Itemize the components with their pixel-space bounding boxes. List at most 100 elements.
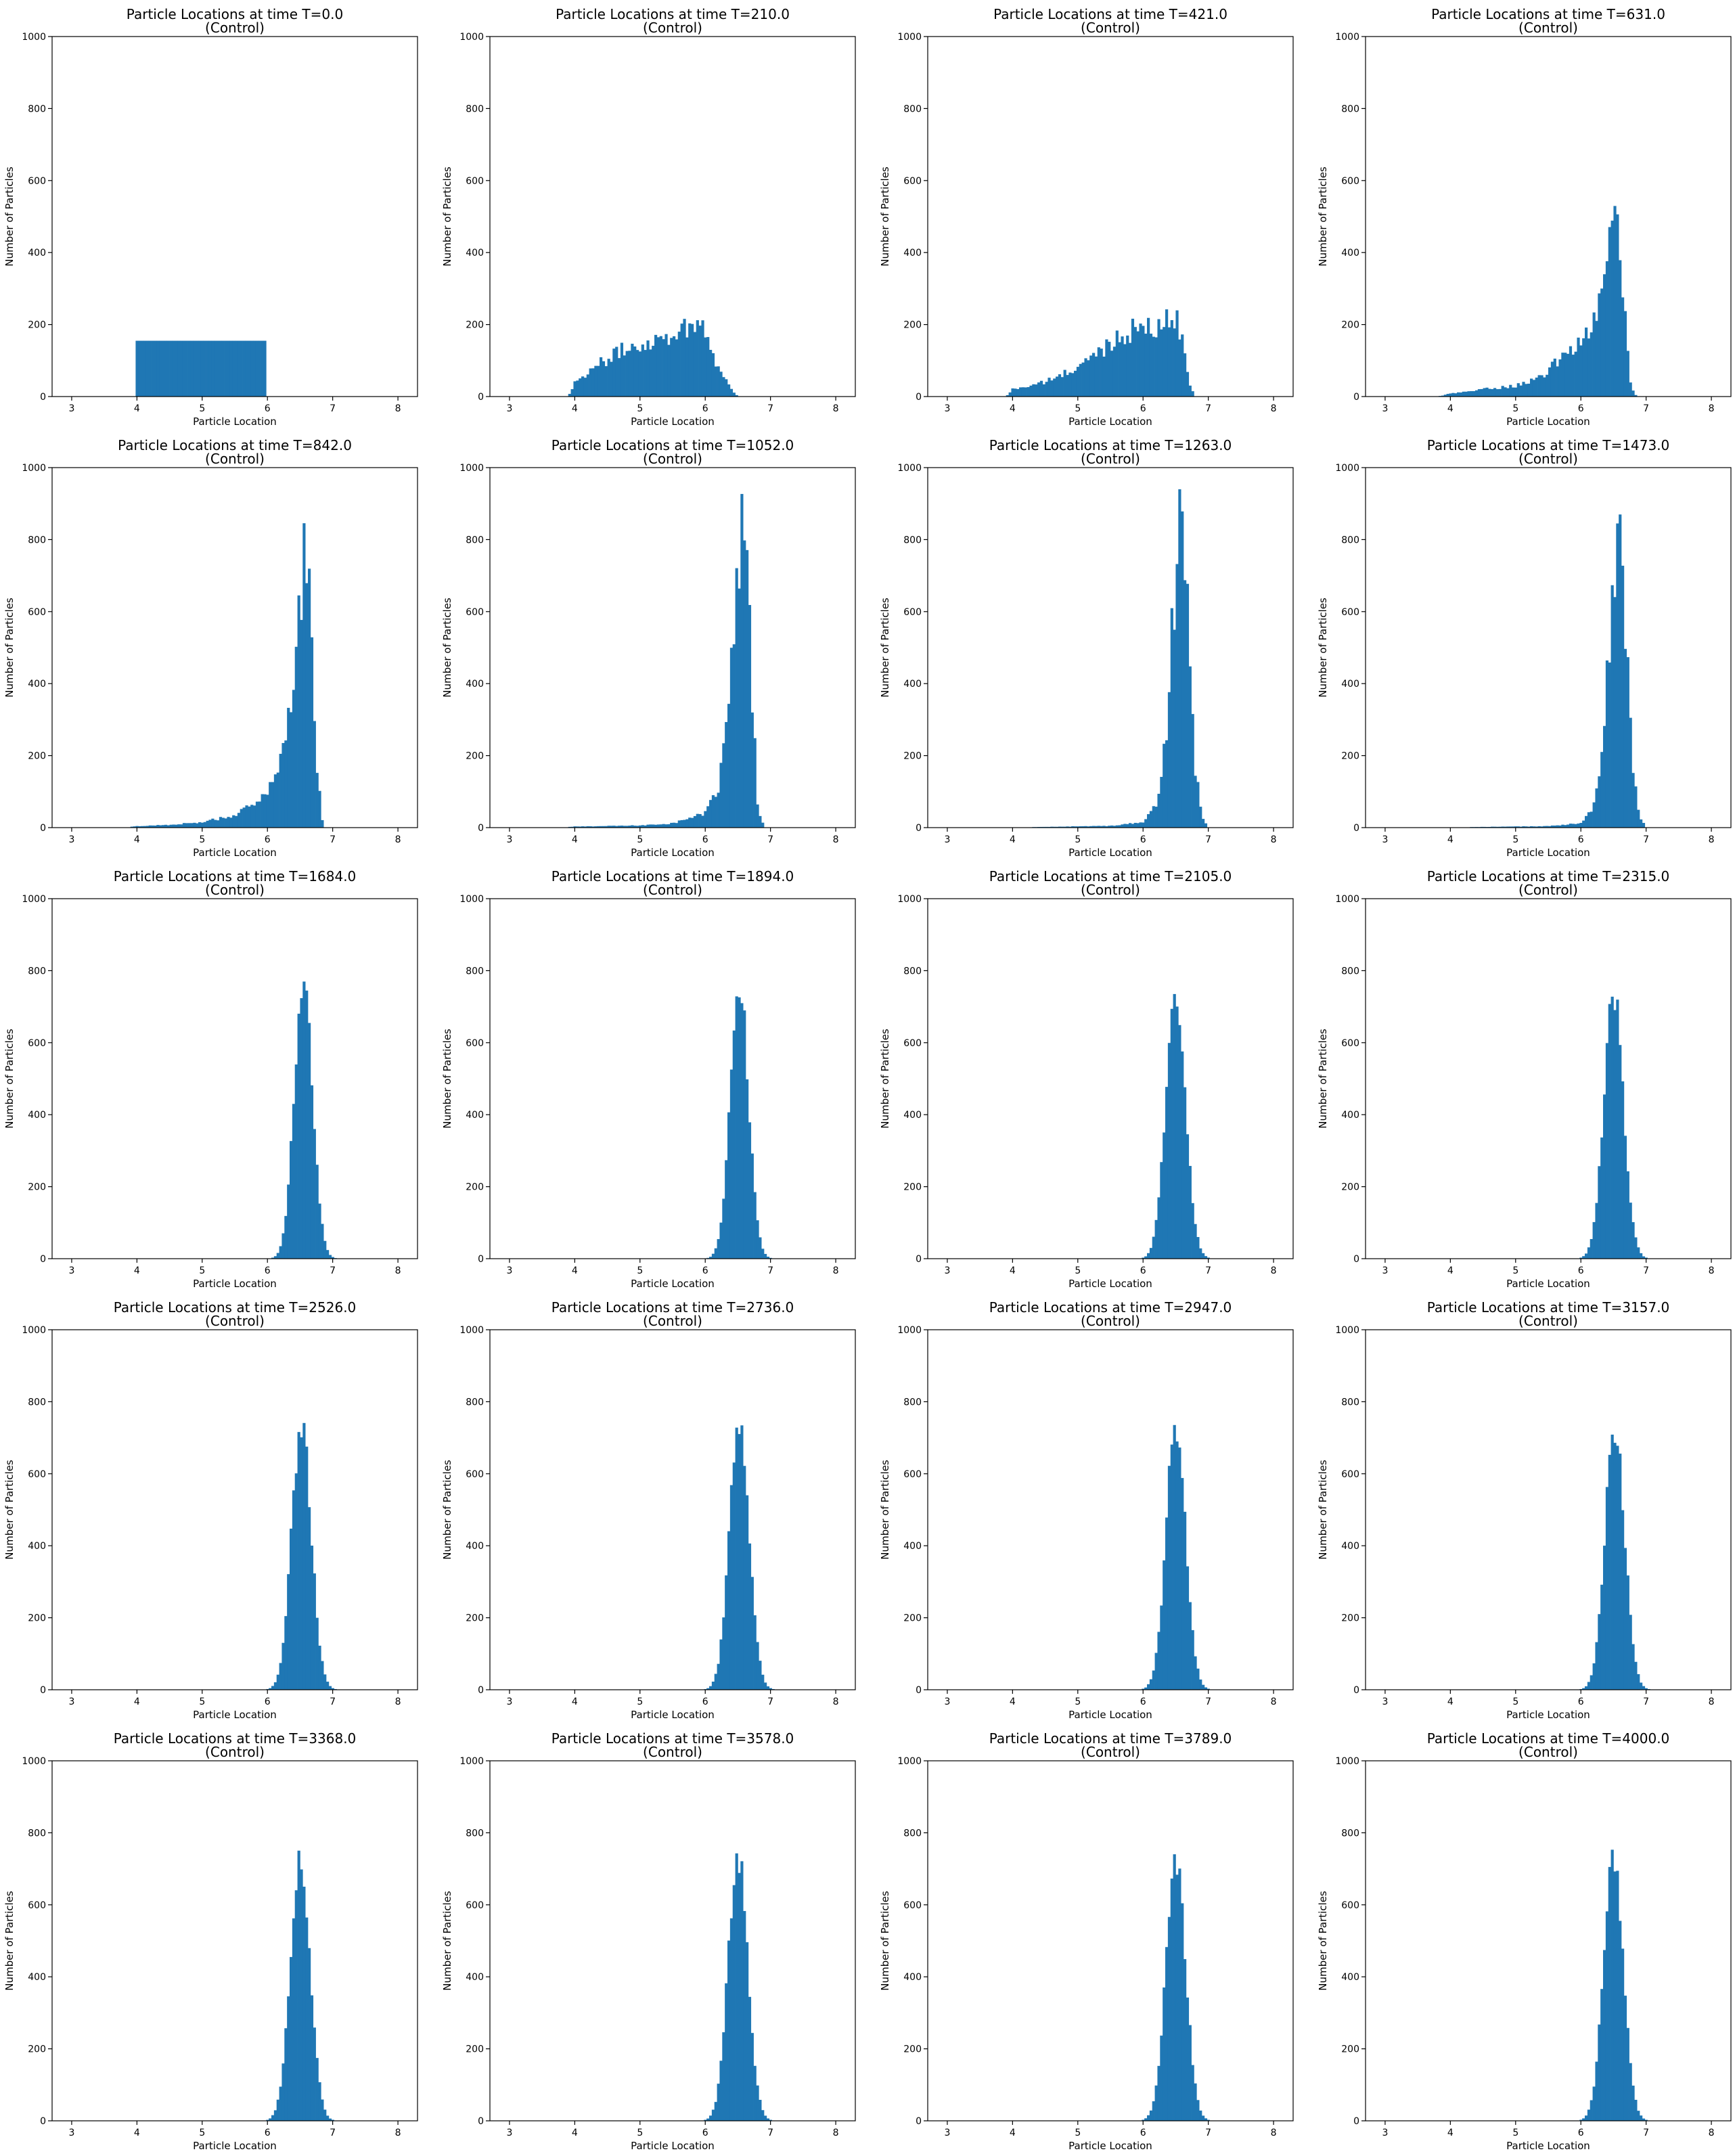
x-axis-label: Particle Location <box>631 2140 715 2152</box>
histogram-bar <box>725 721 728 828</box>
y-tick-label: 600 <box>1341 176 1359 187</box>
x-tick-label: 6 <box>702 1697 708 1707</box>
histogram-bar <box>711 1253 715 1259</box>
histogram-bar <box>221 817 225 828</box>
histogram-bar <box>154 825 157 828</box>
histogram-bar <box>308 1507 311 1690</box>
y-tick-label: 400 <box>28 1972 46 1983</box>
histogram-bar <box>297 1850 300 2121</box>
x-tick-label: 6 <box>1578 2128 1584 2138</box>
histogram-bar <box>1144 1256 1148 1259</box>
histogram-bar <box>237 340 241 397</box>
histogram-bar <box>667 344 671 397</box>
histogram-bar <box>1642 1256 1646 1259</box>
histogram-bar <box>1188 385 1192 397</box>
histogram-bar <box>1610 585 1614 828</box>
y-axis-label: Number of Particles <box>441 166 453 267</box>
histogram-bar <box>1527 383 1531 397</box>
histogram-bar <box>1577 823 1580 828</box>
histogram-bar <box>315 1617 319 1690</box>
histogram-bar <box>1537 826 1541 828</box>
y-axis-label: Number of Particles <box>441 1891 453 1991</box>
y-tick-label: 800 <box>466 535 484 545</box>
histogram-bar <box>305 1917 309 2121</box>
histogram-bar <box>756 1642 759 1690</box>
y-tick-label: 600 <box>466 1469 484 1480</box>
x-axis-label: Particle Location <box>1506 847 1590 859</box>
histogram-bar <box>297 595 300 828</box>
histogram-bar <box>1184 580 1187 828</box>
histogram-bar <box>138 826 141 828</box>
histogram-bar <box>722 1198 725 1259</box>
y-axis-label: Number of Particles <box>3 1891 16 1991</box>
histogram-bar <box>620 825 624 828</box>
histogram-panel-11: 3 4 5 6 7 8 0 200 400 600 800 1000 Particle Location… <box>879 868 1294 1290</box>
histogram-bar <box>224 340 227 397</box>
histogram-bar <box>1014 388 1017 397</box>
histogram-bar <box>200 340 204 397</box>
histogram-bar <box>1519 826 1523 828</box>
histogram-bar <box>331 1688 334 1690</box>
histogram-bar <box>662 339 665 397</box>
x-axis-label: Particle Location <box>193 2140 277 2152</box>
histogram-bar <box>214 819 217 828</box>
histogram-bar <box>1610 221 1614 397</box>
histogram-bars <box>568 493 765 828</box>
y-tick-label: 200 <box>903 1613 922 1624</box>
histogram-bar <box>623 826 626 828</box>
histogram-bar <box>321 2099 324 2121</box>
histogram-bar <box>1470 390 1473 397</box>
histogram-bar <box>1462 391 1465 397</box>
histogram-bar <box>169 824 173 828</box>
histogram-bar <box>276 1674 279 1690</box>
histogram-bar <box>151 340 154 397</box>
y-tick-label: 200 <box>1341 320 1359 331</box>
histogram-bar <box>130 826 133 828</box>
histogram-bar <box>1603 1094 1606 1259</box>
histogram-bar <box>1035 384 1038 397</box>
y-tick-label: 400 <box>903 1972 922 1983</box>
y-tick-label: 1000 <box>22 463 46 474</box>
histogram-bar <box>673 822 676 828</box>
histogram-bar <box>1608 227 1611 397</box>
histogram-bar <box>698 325 702 397</box>
histogram-bar <box>631 825 634 828</box>
histogram-bar <box>1147 317 1150 397</box>
histogram-bar <box>714 1248 717 1259</box>
histogram-bar <box>182 340 186 397</box>
x-tick-label: 7 <box>1205 1265 1211 1276</box>
histogram-bar <box>141 826 144 828</box>
histogram-bar <box>764 1682 767 1690</box>
y-tick-label: 1000 <box>1335 1325 1359 1336</box>
histogram-bar <box>753 1192 757 1259</box>
histogram-bar <box>1123 344 1127 397</box>
histogram-bar <box>766 1686 770 1690</box>
plot-frame <box>489 1329 856 1690</box>
histogram-bar <box>573 826 577 828</box>
histogram-bar <box>1144 819 1148 828</box>
histogram-bar <box>1160 329 1163 397</box>
histogram-bar <box>190 823 194 828</box>
histogram-bar <box>1608 662 1611 828</box>
histogram-bar <box>255 340 259 397</box>
histogram-bar <box>323 1240 327 1259</box>
y-tick-label: 600 <box>28 1469 46 1480</box>
y-tick-label: 0 <box>40 392 46 403</box>
histogram-bar <box>591 368 595 397</box>
histogram-bars <box>266 1850 334 2121</box>
x-tick-label: 8 <box>395 2128 401 2138</box>
panel-title: Particle Locations at time T=631.0 <box>1431 6 1665 22</box>
y-axis-label: Number of Particles <box>3 1460 16 1560</box>
panel-title: Particle Locations at time T=2105.0 <box>989 868 1232 884</box>
histogram-bar <box>1629 1615 1632 1690</box>
histogram-bar <box>628 351 631 397</box>
histogram-bar <box>302 981 306 1259</box>
histogram-bar <box>214 340 217 397</box>
y-axis-label: Number of Particles <box>441 598 453 698</box>
histogram-bar <box>1094 826 1098 828</box>
x-tick-label: 4 <box>1010 403 1016 414</box>
histogram-bar <box>1587 1682 1591 1690</box>
y-tick-label: 400 <box>28 248 46 259</box>
histogram-bar <box>709 800 713 828</box>
x-tick-label: 7 <box>330 403 336 414</box>
